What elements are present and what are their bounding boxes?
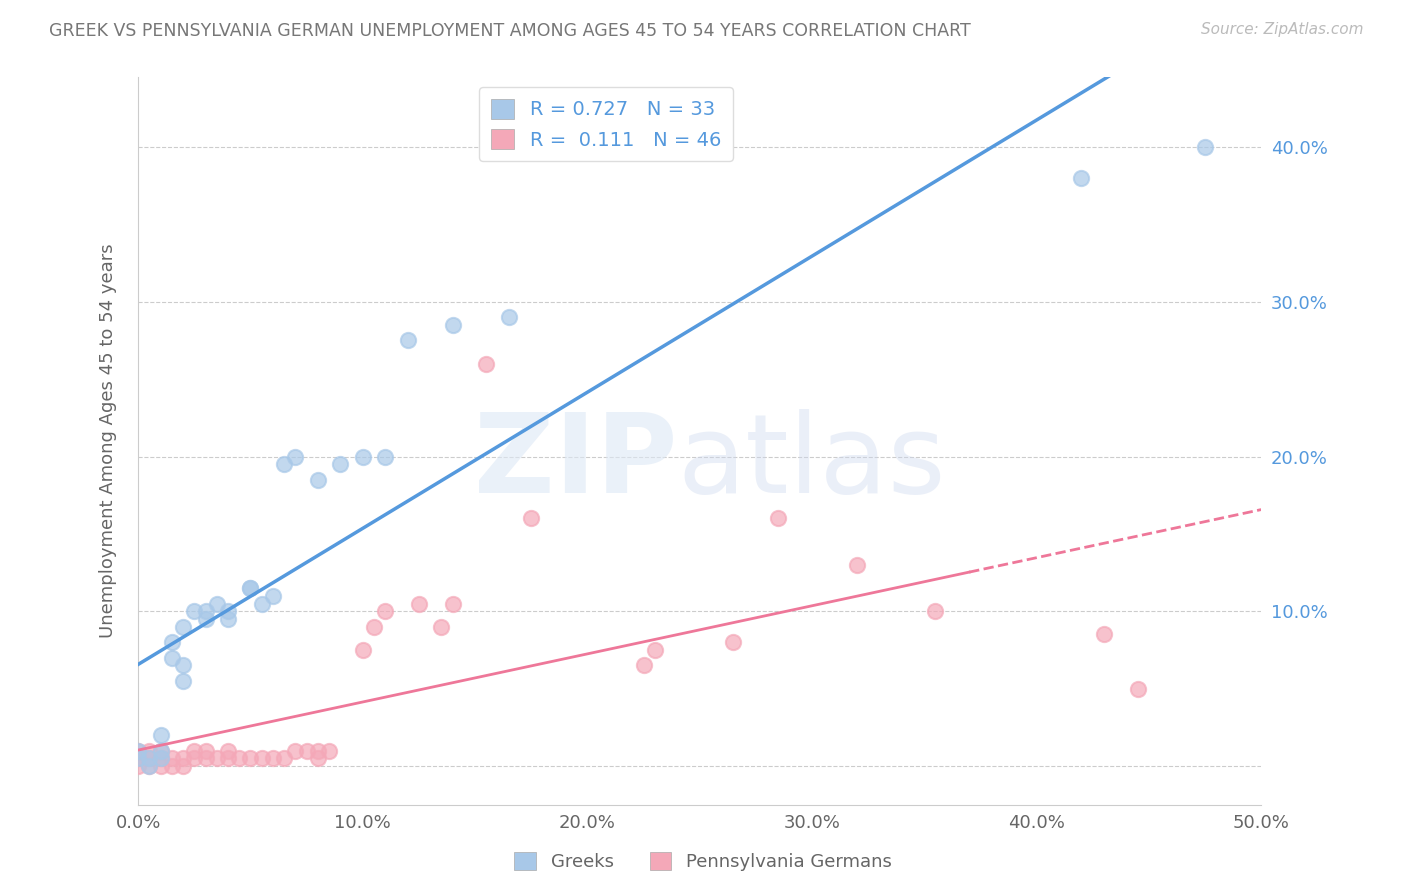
- Y-axis label: Unemployment Among Ages 45 to 54 years: Unemployment Among Ages 45 to 54 years: [100, 244, 117, 639]
- Point: [250, 597, 273, 611]
- Point: [633, 658, 655, 673]
- Point: [262, 751, 284, 765]
- Point: [408, 597, 430, 611]
- Point: [149, 728, 172, 742]
- Point: [307, 743, 329, 757]
- Point: [228, 751, 250, 765]
- Point: [284, 743, 307, 757]
- Point: [149, 759, 172, 773]
- Text: ZIP: ZIP: [474, 409, 678, 516]
- Point: [160, 635, 183, 649]
- Point: [307, 751, 329, 765]
- Point: [127, 751, 149, 765]
- Point: [172, 658, 194, 673]
- Point: [194, 612, 217, 626]
- Point: [149, 743, 172, 757]
- Point: [374, 450, 396, 464]
- Point: [149, 743, 172, 757]
- Point: [194, 743, 217, 757]
- Point: [498, 310, 520, 325]
- Point: [127, 743, 149, 757]
- Point: [1070, 171, 1092, 186]
- Point: [127, 743, 149, 757]
- Point: [239, 581, 262, 595]
- Point: [295, 743, 318, 757]
- Point: [273, 751, 295, 765]
- Point: [441, 318, 464, 332]
- Point: [217, 612, 239, 626]
- Text: GREEK VS PENNSYLVANIA GERMAN UNEMPLOYMENT AMONG AGES 45 TO 54 YEARS CORRELATION : GREEK VS PENNSYLVANIA GERMAN UNEMPLOYMEN…: [49, 22, 972, 40]
- Point: [374, 604, 396, 618]
- Point: [138, 751, 160, 765]
- Point: [475, 357, 498, 371]
- Point: [183, 604, 205, 618]
- Legend: Greeks, Pennsylvania Germans: Greeks, Pennsylvania Germans: [508, 845, 898, 879]
- Point: [430, 620, 453, 634]
- Text: Source: ZipAtlas.com: Source: ZipAtlas.com: [1201, 22, 1364, 37]
- Point: [723, 635, 745, 649]
- Point: [239, 751, 262, 765]
- Point: [1092, 627, 1115, 641]
- Point: [194, 751, 217, 765]
- Point: [149, 751, 172, 765]
- Point: [127, 751, 149, 765]
- Point: [768, 511, 790, 525]
- Point: [205, 597, 228, 611]
- Point: [1194, 140, 1216, 154]
- Point: [217, 604, 239, 618]
- Point: [520, 511, 543, 525]
- Point: [183, 751, 205, 765]
- Point: [149, 751, 172, 765]
- Point: [160, 650, 183, 665]
- Point: [318, 743, 340, 757]
- Point: [396, 334, 419, 348]
- Point: [284, 450, 307, 464]
- Point: [307, 473, 329, 487]
- Point: [329, 457, 352, 471]
- Point: [352, 450, 374, 464]
- Point: [924, 604, 946, 618]
- Point: [262, 589, 284, 603]
- Point: [172, 673, 194, 688]
- Point: [1126, 681, 1149, 696]
- Text: atlas: atlas: [678, 409, 946, 516]
- Point: [138, 759, 160, 773]
- Point: [273, 457, 295, 471]
- Point: [217, 743, 239, 757]
- Point: [138, 743, 160, 757]
- Point: [239, 581, 262, 595]
- Point: [127, 759, 149, 773]
- Point: [138, 759, 160, 773]
- Legend: R = 0.727   N = 33, R =  0.111   N = 46: R = 0.727 N = 33, R = 0.111 N = 46: [479, 87, 733, 161]
- Point: [172, 759, 194, 773]
- Point: [441, 597, 464, 611]
- Point: [205, 751, 228, 765]
- Point: [160, 759, 183, 773]
- Point: [172, 620, 194, 634]
- Point: [363, 620, 385, 634]
- Point: [644, 643, 666, 657]
- Point: [138, 751, 160, 765]
- Point: [172, 751, 194, 765]
- Point: [183, 743, 205, 757]
- Point: [845, 558, 868, 572]
- Point: [217, 751, 239, 765]
- Point: [160, 751, 183, 765]
- Point: [194, 604, 217, 618]
- Point: [250, 751, 273, 765]
- Point: [352, 643, 374, 657]
